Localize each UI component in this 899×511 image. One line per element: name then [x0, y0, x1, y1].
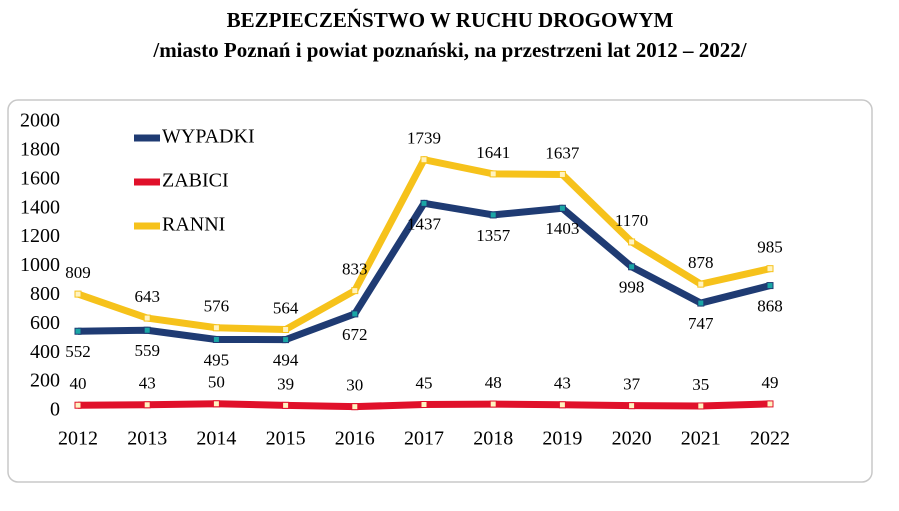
legend-label: WYPADKI	[162, 126, 255, 148]
marker	[420, 400, 428, 408]
x-tick-label: 2017	[404, 428, 444, 450]
y-tick-label: 600	[30, 312, 60, 334]
data-label: 1641	[476, 143, 510, 162]
marker	[420, 156, 428, 164]
marker	[212, 400, 220, 408]
data-label: 35	[692, 375, 709, 394]
x-tick-label: 2016	[335, 428, 375, 450]
marker	[282, 326, 290, 334]
data-label: 40	[70, 374, 87, 393]
x-tick-label: 2019	[542, 428, 582, 450]
x-tick-label: 2015	[266, 428, 306, 450]
marker	[74, 327, 82, 335]
y-tick-label: 800	[30, 283, 60, 305]
data-label: 747	[688, 314, 714, 333]
marker	[628, 263, 636, 271]
marker	[351, 287, 359, 295]
y-tick-label: 0	[50, 399, 60, 421]
marker	[697, 299, 705, 307]
marker	[282, 336, 290, 344]
x-tick-label: 2012	[58, 428, 98, 450]
marker	[766, 282, 774, 290]
y-tick-label: 1600	[20, 167, 60, 189]
data-label: 833	[342, 260, 368, 279]
y-tick-label: 200	[30, 370, 60, 392]
data-label: 552	[65, 342, 91, 361]
data-label: 576	[204, 297, 230, 316]
marker	[558, 401, 566, 409]
y-tick-label: 1000	[20, 254, 60, 276]
data-label: 672	[342, 325, 368, 344]
data-label: 878	[688, 253, 714, 272]
y-tick-label: 1800	[20, 138, 60, 160]
marker	[558, 204, 566, 212]
data-label: 1437	[407, 214, 442, 233]
x-tick-label: 2018	[473, 428, 513, 450]
data-label: 1739	[407, 129, 441, 148]
data-label: 564	[273, 298, 299, 317]
data-label: 998	[619, 278, 645, 297]
marker	[212, 335, 220, 343]
marker	[351, 310, 359, 318]
marker	[766, 265, 774, 273]
data-label: 49	[762, 373, 779, 392]
marker	[212, 324, 220, 332]
marker	[420, 199, 428, 207]
marker	[351, 403, 359, 411]
legend-label: ZABICI	[162, 170, 229, 192]
data-label: 45	[416, 373, 433, 392]
marker	[143, 401, 151, 409]
y-tick-label: 1200	[20, 225, 60, 247]
marker	[628, 238, 636, 246]
y-tick-label: 2000	[20, 110, 60, 132]
chart-title: BEZPIECZEŃSTWO W RUCHU DROGOWYM	[227, 8, 674, 32]
data-label: 1170	[615, 211, 648, 230]
marker	[489, 211, 497, 219]
data-label: 985	[757, 238, 783, 257]
data-label: 43	[139, 374, 156, 393]
data-label: 37	[623, 375, 641, 394]
x-tick-label: 2021	[681, 428, 721, 450]
marker	[143, 314, 151, 322]
chart-frame	[7, 99, 873, 483]
marker	[489, 400, 497, 408]
legend-label: RANNI	[162, 214, 225, 236]
marker	[74, 290, 82, 298]
data-label: 643	[134, 287, 160, 306]
marker	[697, 280, 705, 288]
data-label: 39	[277, 374, 294, 393]
x-tick-label: 2020	[612, 428, 652, 450]
x-tick-label: 2022	[750, 428, 790, 450]
data-label: 1403	[545, 219, 579, 238]
y-tick-label: 400	[30, 341, 60, 363]
marker	[766, 400, 774, 408]
marker	[697, 402, 705, 410]
data-label: 868	[757, 296, 783, 315]
data-label: 48	[485, 373, 502, 392]
data-label: 43	[554, 374, 571, 393]
data-label: 1637	[545, 143, 580, 162]
x-tick-label: 2014	[196, 428, 236, 450]
marker	[558, 170, 566, 178]
marker	[143, 326, 151, 334]
marker	[282, 401, 290, 409]
x-tick-label: 2013	[127, 428, 167, 450]
y-tick-label: 1400	[20, 196, 60, 218]
data-label: 30	[346, 376, 363, 395]
data-label: 1357	[476, 226, 511, 245]
chart-subtitle: /miasto Poznań i powiat poznański, na pr…	[152, 38, 747, 62]
marker	[74, 401, 82, 409]
marker	[628, 402, 636, 410]
data-label: 809	[65, 263, 91, 282]
marker	[489, 170, 497, 178]
data-label: 559	[134, 341, 160, 360]
data-label: 495	[204, 350, 230, 369]
data-label: 494	[273, 351, 299, 370]
data-label: 50	[208, 373, 225, 392]
